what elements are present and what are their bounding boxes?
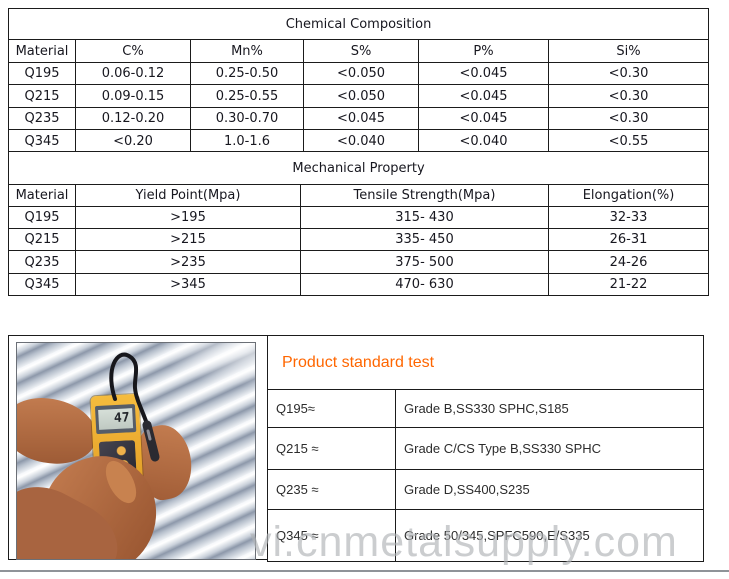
- column-header: Yield Point(Mpa): [75, 184, 301, 207]
- standards-cell: Grade C/CS Type B,SS330 SPHC: [395, 427, 704, 470]
- material-cell: Q215: [8, 228, 76, 251]
- table-header-row: Material C% Mn% S% P% Si%: [8, 39, 710, 63]
- table-cell: 32-33: [547, 206, 710, 229]
- table-row: Q195 0.06-0.12 0.25-0.50 <0.050 <0.045 <…: [8, 62, 710, 85]
- column-header: Mn%: [190, 39, 304, 63]
- table-cell: <0.045: [418, 62, 549, 85]
- column-header: Elongation(%): [547, 184, 710, 207]
- column-header: C%: [75, 39, 191, 63]
- column-header: Tensile Strength(Mpa): [300, 184, 549, 207]
- mechanical-property-table: Mechanical Property Material Yield Point…: [7, 151, 710, 296]
- material-cell: Q345: [8, 273, 76, 296]
- table-cell: <0.045: [303, 107, 419, 130]
- grade-cell: Q235 ≈: [267, 469, 396, 510]
- table-cell: <0.040: [418, 129, 549, 153]
- table-cell: <0.30: [547, 62, 710, 85]
- column-header: Si%: [547, 39, 710, 63]
- probe-cable-icon: [109, 352, 160, 462]
- table-cell: 21-22: [547, 273, 710, 296]
- grade-cell: Q195≈: [267, 389, 396, 428]
- column-header: S%: [303, 39, 419, 63]
- table-row: Q235 ≈ Grade D,SS400,S235: [267, 469, 704, 510]
- mechanical-table-title: Mechanical Property: [7, 151, 710, 185]
- material-cell: Q195: [8, 62, 76, 85]
- table-cell: 0.09-0.15: [75, 84, 191, 108]
- table-row: Q235 0.12-0.20 0.30-0.70 <0.045 <0.045 <…: [8, 107, 710, 130]
- table-cell: >195: [75, 206, 301, 229]
- table-cell: >345: [75, 273, 301, 296]
- column-header: P%: [418, 39, 549, 63]
- table-cell: <0.30: [547, 84, 710, 108]
- chemical-table-title: Chemical Composition: [7, 8, 710, 40]
- table-cell: 375- 500: [300, 250, 549, 274]
- table-cell: 470- 630: [300, 273, 549, 296]
- product-standard-section: 47 Product standard test Q195≈ Grade B,S…: [8, 335, 704, 562]
- material-cell: Q345: [8, 129, 76, 153]
- table-cell: <0.20: [75, 129, 191, 153]
- table-cell: <0.050: [303, 62, 419, 85]
- table-cell: 26-31: [547, 228, 710, 251]
- table-cell: 1.0-1.6: [190, 129, 304, 153]
- product-standard-test-table: Product standard test Q195≈ Grade B,SS33…: [267, 335, 704, 562]
- table-row: Q215 >215 335- 450 26-31: [8, 228, 710, 251]
- table-row: Q345 <0.20 1.0-1.6 <0.040 <0.040 <0.55: [8, 129, 710, 153]
- table-header-row: Material Yield Point(Mpa) Tensile Streng…: [8, 184, 710, 207]
- chemical-composition-table: Chemical Composition Material C% Mn% S% …: [7, 8, 710, 153]
- table-title-row: Mechanical Property: [7, 151, 710, 185]
- table-cell: <0.040: [303, 129, 419, 153]
- table-row: Q235 >235 375- 500 24-26: [8, 250, 710, 274]
- table-cell: 0.25-0.55: [190, 84, 304, 108]
- table-cell: >215: [75, 228, 301, 251]
- table-cell: 315- 430: [300, 206, 549, 229]
- grade-cell: Q345 ≈: [267, 509, 396, 562]
- material-cell: Q235: [8, 107, 76, 130]
- table-cell: 0.25-0.50: [190, 62, 304, 85]
- table-cell: >235: [75, 250, 301, 274]
- table-cell: 24-26: [547, 250, 710, 274]
- table-cell: 0.30-0.70: [190, 107, 304, 130]
- table-row: Q195 >195 315- 430 32-33: [8, 206, 710, 229]
- table-cell: 0.12-0.20: [75, 107, 191, 130]
- standards-cell: Grade D,SS400,S235: [395, 469, 704, 510]
- table-cell: <0.050: [303, 84, 419, 108]
- standard-test-title: Product standard test: [267, 335, 704, 390]
- gauge-test-photo: 47: [16, 342, 256, 560]
- table-row: Q215 0.09-0.15 0.25-0.55 <0.050 <0.045 <…: [8, 84, 710, 108]
- table-row: Q345 >345 470- 630 21-22: [8, 273, 710, 296]
- table-cell: <0.55: [547, 129, 710, 153]
- table-cell: 0.06-0.12: [75, 62, 191, 85]
- table-title-row: Product standard test: [267, 335, 704, 390]
- column-header: Material: [8, 39, 76, 63]
- table-cell: <0.045: [418, 107, 549, 130]
- material-cell: Q195: [8, 206, 76, 229]
- standards-cell: Grade B,SS330 SPHC,S185: [395, 389, 704, 428]
- table-cell: 335- 450: [300, 228, 549, 251]
- column-header: Material: [8, 184, 76, 207]
- table-title-row: Chemical Composition: [7, 8, 710, 40]
- standards-cell: Grade 50/345,SPFC590,E/S335: [395, 509, 704, 562]
- table-cell: <0.30: [547, 107, 710, 130]
- table-row: Q345 ≈ Grade 50/345,SPFC590,E/S335: [267, 509, 704, 562]
- material-cell: Q235: [8, 250, 76, 274]
- material-cell: Q215: [8, 84, 76, 108]
- table-row: Q215 ≈ Grade C/CS Type B,SS330 SPHC: [267, 427, 704, 470]
- grade-cell: Q215 ≈: [267, 427, 396, 470]
- bottom-divider-line: [0, 570, 729, 572]
- table-cell: <0.045: [418, 84, 549, 108]
- table-row: Q195≈ Grade B,SS330 SPHC,S185: [267, 389, 704, 428]
